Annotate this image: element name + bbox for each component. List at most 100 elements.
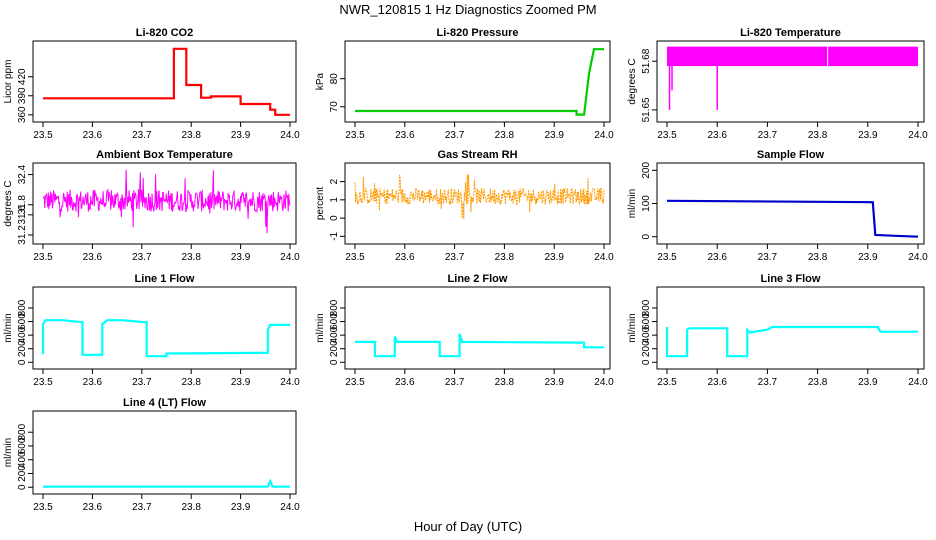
x-tick-label: 23.9	[544, 252, 564, 263]
y-tick-label: 80	[329, 73, 340, 85]
y-axis-label: ml/min	[3, 313, 14, 342]
x-tick-label: 23.5	[345, 252, 365, 263]
y-tick-label: 400	[17, 326, 28, 343]
y-tick-label: -1	[329, 231, 340, 240]
y-axis-label: Licor ppm	[3, 60, 14, 104]
x-tick-label: 23.5	[33, 377, 53, 388]
x-tick-label: 23.5	[345, 377, 365, 388]
y-axis-label: percent	[315, 187, 326, 221]
y-axis-label: ml/min	[627, 313, 638, 342]
x-tick-label: 23.8	[181, 130, 201, 141]
y-tick-label: 200	[641, 340, 652, 357]
x-tick-label: 23.9	[231, 377, 251, 388]
series-band	[667, 46, 918, 67]
panel-4: Ambient Box Temperature degrees C 23.5 23.6…	[3, 149, 300, 263]
panel-title: Li-820 Temperature	[740, 27, 841, 39]
plot-frame	[32, 162, 297, 245]
y-tick-label: 31.6	[17, 205, 28, 225]
y-axis-label: degrees C	[627, 58, 638, 104]
plot-frame	[344, 40, 611, 123]
y-tick-label: 2	[329, 178, 340, 184]
x-tick-label: 23.6	[83, 252, 103, 263]
y-tick-label: 390	[17, 87, 28, 104]
x-tick-label: 23.6	[707, 130, 727, 141]
x-tick-label: 23.9	[231, 252, 251, 263]
x-tick-label: 23.7	[445, 252, 465, 263]
x-tick-label: 23.7	[445, 130, 465, 141]
plot-frame	[656, 286, 925, 370]
panel-title: Gas Stream RH	[437, 149, 517, 161]
x-tick-label: 23.8	[181, 502, 201, 513]
y-tick-label: 200	[17, 340, 28, 357]
panel-title: Ambient Box Temperature	[96, 149, 233, 161]
x-tick-label: 23.6	[395, 377, 415, 388]
plot-frame	[344, 286, 611, 370]
y-tick-label: 0	[329, 215, 340, 221]
x-tick-label: 23.9	[544, 130, 564, 141]
x-tick-label: 23.8	[808, 377, 828, 388]
x-tick-label: 23.6	[83, 502, 103, 513]
y-tick-label: 360	[17, 106, 28, 123]
y-tick-label: 0	[17, 484, 28, 490]
panel-3: Li-820 Temperature degrees C 23.5 23.6 23.7 2…	[627, 27, 928, 141]
panel-8: Line 2 Flow ml/min 23.5 23.6 23.7 23.8 23.9 24.…	[315, 273, 614, 388]
series-line	[665, 325, 918, 358]
y-tick-label: 0	[17, 359, 28, 365]
panel-7: Line 1 Flow ml/min 23.5 23.6 23.7 23.8 23.9 24.…	[3, 273, 300, 388]
y-tick-label: 200	[329, 340, 340, 357]
panel-title: Line 1 Flow	[135, 273, 195, 285]
y-tick-label: 0	[641, 233, 652, 239]
x-tick-label: 23.7	[132, 377, 152, 388]
y-tick-label: 0	[641, 359, 652, 365]
y-axis-label: degrees C	[3, 180, 14, 226]
y-tick-label: 51.65	[641, 97, 652, 122]
x-tick-label: 24.0	[908, 252, 928, 263]
panel-title: Sample Flow	[757, 149, 825, 161]
y-tick-label: 51.68	[641, 48, 652, 73]
x-tick-label: 23.7	[758, 252, 778, 263]
figure-title: NWR_120815 1 Hz Diagnostics Zoomed PM	[339, 2, 596, 17]
y-tick-label: 31.8	[17, 195, 28, 215]
x-tick-label: 23.5	[33, 502, 53, 513]
series-line	[355, 333, 604, 358]
x-tick-label: 23.7	[132, 502, 152, 513]
x-tick-label: 23.9	[858, 130, 878, 141]
y-axis-label: ml/min	[627, 189, 638, 218]
x-tick-label: 23.5	[657, 252, 677, 263]
y-tick-label: 800	[17, 299, 28, 316]
x-tick-label: 23.7	[758, 130, 778, 141]
x-tick-label: 23.5	[345, 130, 365, 141]
series-line	[41, 319, 290, 358]
panel-10: Line 4 (LT) Flow ml/min 23.5 23.6 23.7 23.8 23…	[3, 397, 300, 513]
y-axis-label: ml/min	[315, 313, 326, 342]
y-tick-label: 420	[17, 68, 28, 85]
y-tick-label: 600	[17, 437, 28, 454]
y-tick-label: 600	[329, 313, 340, 330]
series-line	[43, 478, 290, 488]
x-tick-label: 24.0	[594, 130, 614, 141]
x-tick-label: 23.8	[808, 252, 828, 263]
y-tick-label: 600	[641, 313, 652, 330]
series-line	[355, 48, 604, 116]
x-tick-label: 23.6	[707, 377, 727, 388]
y-axis-label: ml/min	[3, 438, 14, 467]
x-tick-label: 23.9	[231, 130, 251, 141]
y-tick-label: 1	[329, 197, 340, 203]
x-tick-label: 23.6	[707, 252, 727, 263]
x-tick-label: 23.8	[495, 252, 515, 263]
y-tick-label: 400	[17, 451, 28, 468]
y-axis-label: kPa	[315, 72, 326, 90]
x-tick-label: 24.0	[594, 252, 614, 263]
y-tick-label: 800	[641, 299, 652, 316]
x-tick-label: 24.0	[908, 377, 928, 388]
plot-frame	[656, 40, 925, 123]
x-tick-label: 23.7	[132, 252, 152, 263]
x-tick-label: 23.8	[808, 130, 828, 141]
x-tick-label: 23.8	[181, 377, 201, 388]
x-tick-label: 23.7	[758, 377, 778, 388]
x-tick-label: 23.9	[231, 502, 251, 513]
panel-title: Li-820 CO2	[136, 27, 193, 39]
x-tick-label: 23.6	[83, 377, 103, 388]
x-tick-label: 23.7	[445, 377, 465, 388]
series-line	[666, 199, 919, 238]
